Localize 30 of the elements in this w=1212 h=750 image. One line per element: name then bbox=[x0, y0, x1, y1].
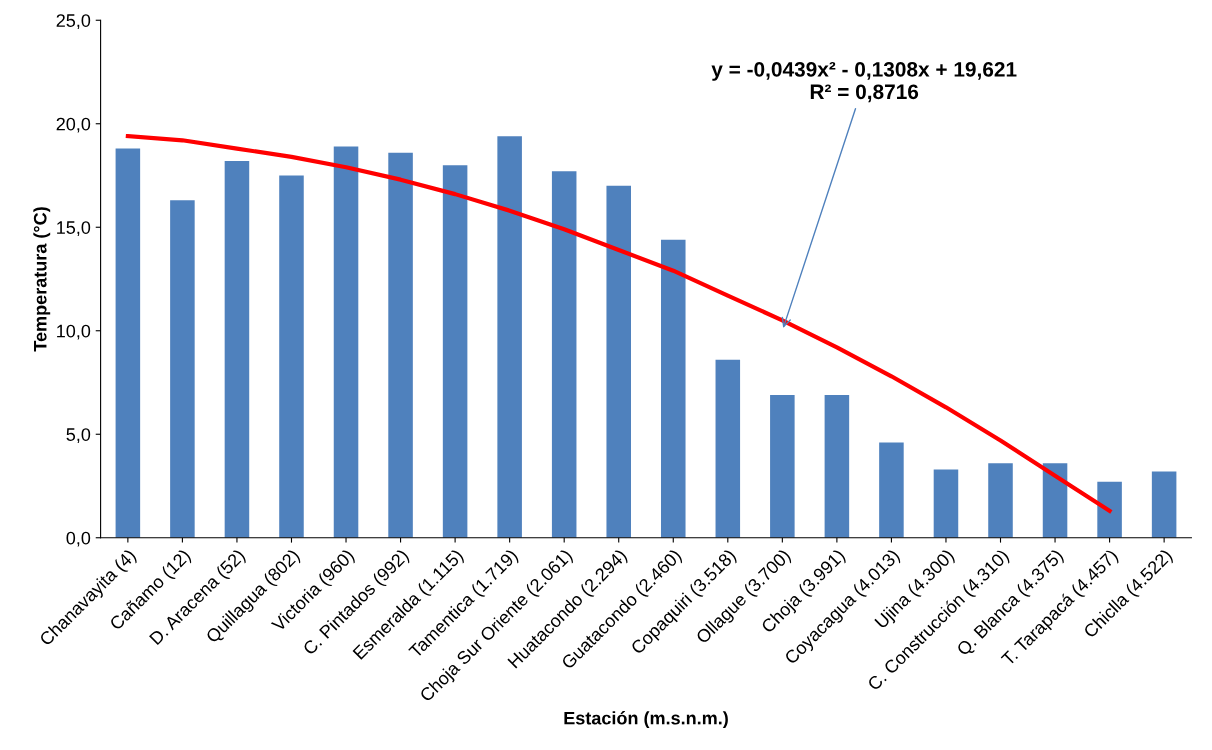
y-tick-label: 25,0 bbox=[56, 14, 91, 30]
y-tick-label: 5,0 bbox=[66, 428, 91, 444]
bar bbox=[606, 185, 631, 538]
bar bbox=[170, 200, 195, 538]
y-tick-label: 0,0 bbox=[66, 531, 91, 547]
bar bbox=[824, 394, 850, 538]
bar bbox=[442, 165, 468, 538]
bar bbox=[388, 152, 413, 538]
annotation: y = -0,0439x² - 0,1308x + 19,621 R² = 0,8716 bbox=[711, 61, 1017, 103]
bar bbox=[115, 148, 141, 538]
bar bbox=[933, 469, 959, 538]
bar bbox=[715, 359, 741, 538]
bar bbox=[988, 463, 1013, 538]
y-tick-label: 15,0 bbox=[57, 221, 91, 237]
bar bbox=[660, 239, 686, 538]
bar bbox=[497, 136, 522, 538]
bar bbox=[1097, 481, 1122, 538]
y-tick-label: 10,0 bbox=[57, 324, 91, 340]
bar bbox=[1042, 463, 1068, 538]
x-axis-title: Estación (m.s.n.m.) bbox=[564, 711, 728, 729]
bar bbox=[879, 442, 904, 538]
y-tick-label: 20,0 bbox=[56, 117, 91, 133]
bar bbox=[333, 146, 359, 538]
bar bbox=[770, 394, 795, 538]
y-axis-title: Temperatura (°C) bbox=[33, 207, 51, 352]
line-series bbox=[125, 134, 1112, 513]
bar bbox=[224, 161, 250, 538]
bar bbox=[279, 175, 304, 538]
bar bbox=[551, 171, 577, 538]
bar bbox=[1151, 471, 1177, 538]
